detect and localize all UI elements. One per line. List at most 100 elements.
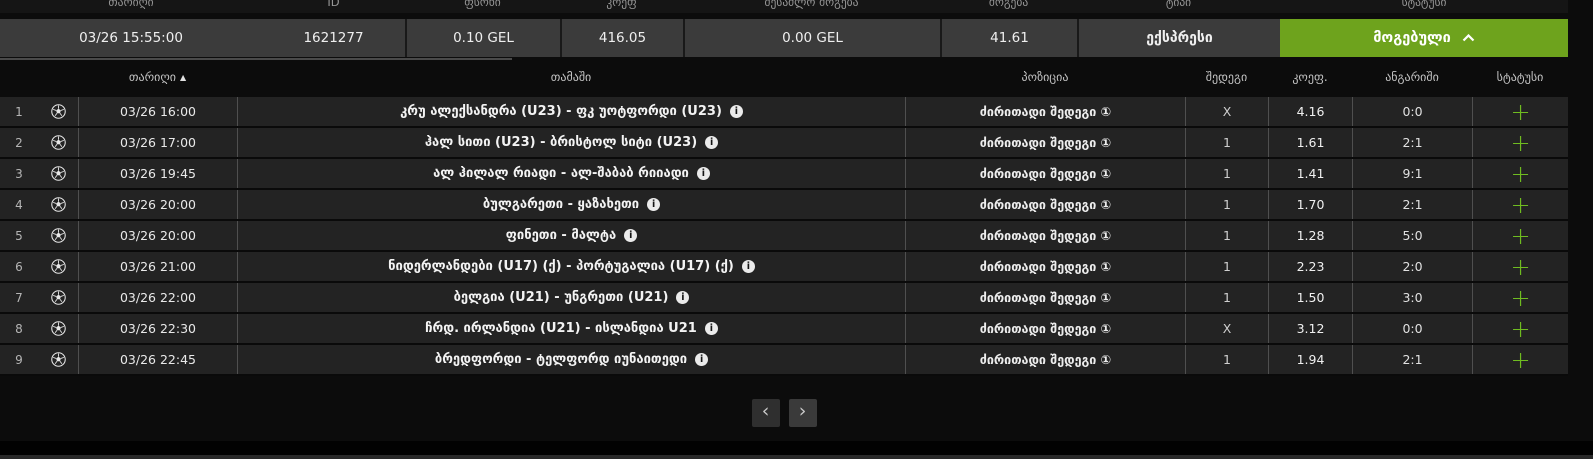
soccer-ball-icon [38, 159, 78, 188]
event-number: 7 [15, 290, 23, 305]
event-row: 4 03/26 20:00 ბულგარეთი - ყაზახეთი [0, 190, 1568, 221]
plus-icon[interactable]: + [1510, 159, 1531, 188]
info-icon[interactable]: i [695, 353, 709, 366]
event-status-cell: + [1472, 345, 1568, 374]
scroll-indicator [0, 58, 512, 60]
event-game-cell: ბრედფორდი - ტელფორდ იუნაითედი i [237, 345, 905, 374]
col-score: ანგარიში [1385, 70, 1439, 84]
event-row: 1 03/26 16:00 კრუ ალექსანდრა (U23) - [0, 97, 1568, 128]
event-coef: 1.61 [1268, 128, 1352, 157]
info-icon[interactable]: i [624, 229, 638, 242]
header-win: მოგება [988, 0, 1029, 9]
event-coef: 1.41 [1268, 159, 1352, 188]
event-score: 5:0 [1352, 221, 1472, 250]
event-score: 3:0 [1352, 283, 1472, 312]
event-result: X [1185, 97, 1268, 126]
event-result: 1 [1185, 283, 1268, 312]
event-coef: 4.16 [1268, 97, 1352, 126]
soccer-ball-icon [38, 221, 78, 250]
event-status-cell: + [1472, 252, 1568, 281]
game-name: ბრედფორდი - ტელფორდ იუნაითედი [434, 352, 688, 367]
plus-icon[interactable]: + [1510, 221, 1531, 250]
event-game-cell: ბელგია (U21) - უნგრეთი (U21) i [237, 283, 905, 312]
col-status: სტატუსი [1496, 70, 1544, 84]
plus-icon[interactable]: + [1510, 345, 1531, 374]
soccer-ball-icon [38, 252, 78, 281]
bet-coef: 416.05 [560, 19, 683, 57]
col-date[interactable]: თარიღი ▲ [128, 70, 187, 84]
event-game-cell: ბულგარეთი - ყაზახეთი i [237, 190, 905, 219]
next-page-button[interactable]: › [788, 399, 817, 427]
header-date: თარიღი [108, 0, 154, 9]
event-row: 5 03/26 20:00 ფინეთი - მალტა [0, 221, 1568, 252]
plus-icon[interactable]: + [1510, 190, 1531, 219]
col-result: შედეგი [1205, 70, 1248, 84]
event-status-cell: + [1472, 283, 1568, 312]
soccer-ball-icon [38, 190, 78, 219]
bet-stake: 0.10 GEL [405, 19, 560, 57]
event-coef: 1.50 [1268, 283, 1352, 312]
event-game-cell: კრუ ალექსანდრა (U23) - ფკ უოტფორდი (U23)… [237, 97, 905, 126]
event-number: 3 [15, 166, 23, 181]
event-number: 9 [15, 352, 23, 367]
event-number: 6 [15, 259, 23, 274]
bet-status-button[interactable]: მოგებული [1280, 19, 1568, 57]
sort-asc-icon: ▲ [179, 72, 187, 82]
event-game-cell: ფინეთი - მალტა i [237, 221, 905, 250]
event-row: 9 03/26 22:45 ბრედფორდი - ტელფორდ იუ [0, 345, 1568, 376]
game-name: ფინეთი - მალტა [505, 228, 617, 243]
pagination: ‹ › [0, 399, 1568, 427]
info-icon[interactable]: i [647, 198, 661, 211]
info-icon[interactable]: i [705, 136, 719, 149]
info-icon[interactable]: i [696, 167, 710, 180]
soccer-ball-icon [38, 128, 78, 157]
soccer-ball-icon [38, 345, 78, 374]
soccer-ball-icon [38, 283, 78, 312]
event-coef: 1.70 [1268, 190, 1352, 219]
header-id: ID [327, 0, 340, 9]
event-score: 2:1 [1352, 345, 1472, 374]
event-result: X [1185, 314, 1268, 343]
header-coef: კოეფ [606, 0, 637, 9]
event-result: 1 [1185, 190, 1268, 219]
game-name: ჰალ სითი (U23) - ბრისტოლ სიტი (U23) [424, 135, 698, 150]
info-icon[interactable]: i [741, 260, 755, 273]
plus-icon[interactable]: + [1510, 283, 1531, 312]
game-name: ალ ჰილალ რიადი - ალ-შაბაბ რიიადი [433, 166, 689, 181]
plus-icon[interactable]: + [1510, 97, 1531, 126]
event-row: 8 03/26 22:30 ჩრდ. ირლანდია (U21) - [0, 314, 1568, 345]
bottom-bar [0, 441, 1593, 459]
event-coef: 1.94 [1268, 345, 1352, 374]
info-icon[interactable]: i [704, 322, 718, 335]
event-score: 2:1 [1352, 128, 1472, 157]
event-date: 03/26 22:30 [78, 314, 237, 343]
game-name: ბელგია (U21) - უნგრეთი (U21) [453, 290, 669, 305]
info-icon[interactable]: i [676, 291, 690, 304]
event-date: 03/26 22:00 [78, 283, 237, 312]
event-position: ძირითადი შედეგი ① [905, 252, 1185, 281]
game-name: კრუ ალექსანდრა (U23) - ფკ უოტფორდი (U23) [400, 104, 722, 119]
info-icon[interactable]: i [729, 105, 743, 118]
prev-page-button[interactable]: ‹ [751, 399, 780, 427]
event-result: 1 [1185, 128, 1268, 157]
events-table-header: თარიღი ▲ თამაში პოზიცია შედეგი კოეფ. ანგ… [0, 57, 1568, 97]
bet-win: 41.61 [940, 19, 1077, 57]
event-coef: 3.12 [1268, 314, 1352, 343]
event-number: 5 [15, 228, 23, 243]
event-position: ძირითადი შედეგი ① [905, 97, 1185, 126]
soccer-ball-icon [38, 97, 78, 126]
event-result: 1 [1185, 252, 1268, 281]
event-position: ძირითადი შედეგი ① [905, 314, 1185, 343]
plus-icon[interactable]: + [1510, 128, 1531, 157]
header-status: სტატუსი [1401, 0, 1447, 9]
plus-icon[interactable]: + [1510, 314, 1531, 343]
event-row: 3 03/26 19:45 ალ ჰილალ რიადი - ალ-შა [0, 159, 1568, 190]
plus-icon[interactable]: + [1510, 252, 1531, 281]
bet-summary-row[interactable]: 03/26 15:55:00 1621277 0.10 GEL 416.05 0… [0, 19, 1568, 57]
event-date: 03/26 19:45 [78, 159, 237, 188]
event-game-cell: ჩრდ. ირლანდია (U21) - ისლანდია U21 i [237, 314, 905, 343]
header-possible-win: შესაძლო მოგება [764, 0, 859, 9]
event-position: ძირითადი შედეგი ① [905, 345, 1185, 374]
event-status-cell: + [1472, 159, 1568, 188]
